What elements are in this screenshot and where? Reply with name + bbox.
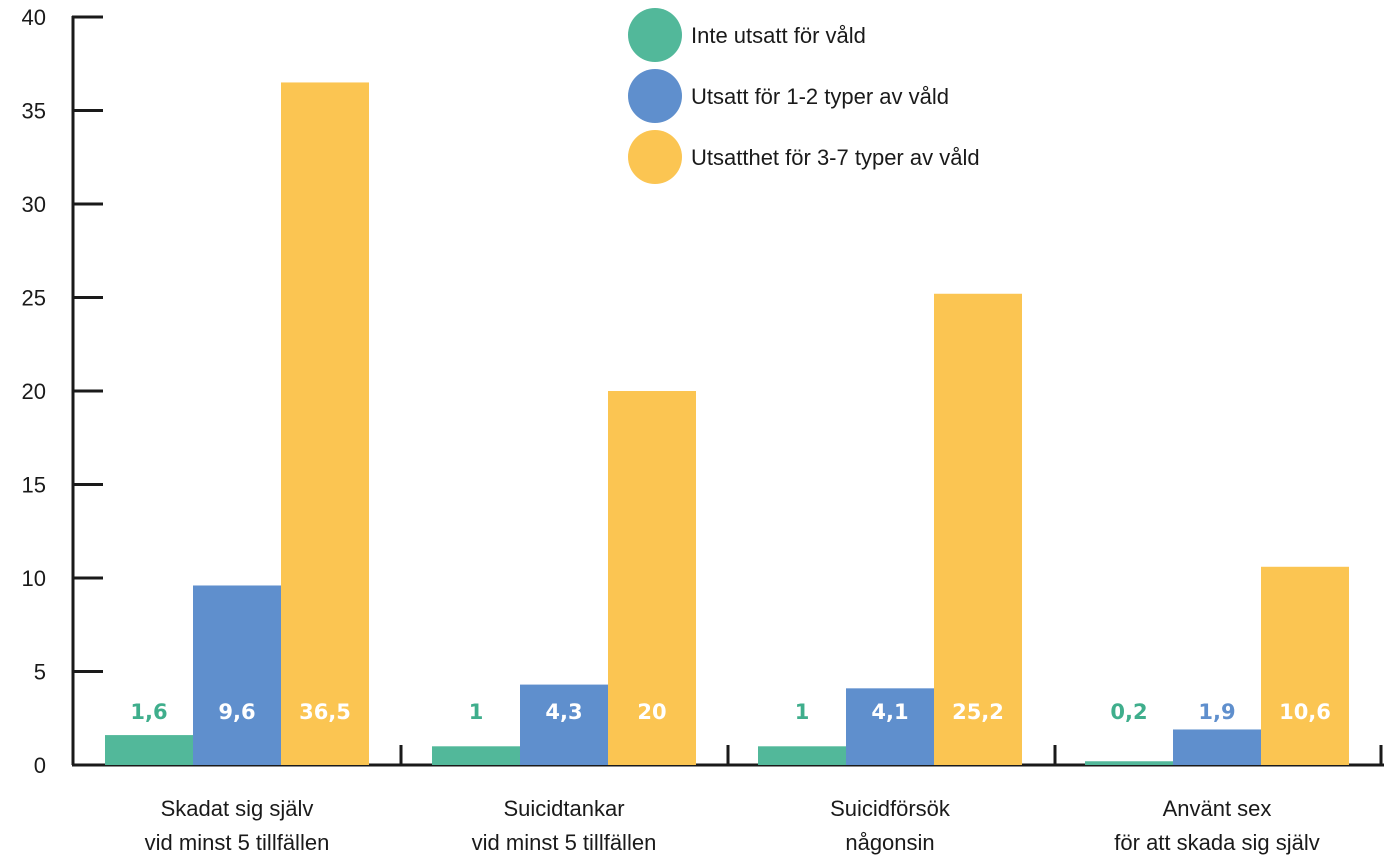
- y-tick-label-20: 20: [22, 379, 46, 404]
- bar-0-2: [281, 82, 369, 765]
- bar-1-1: [520, 684, 608, 765]
- category-labels: Skadat sig själv vid minst 5 tillfällen Su…: [145, 796, 1320, 855]
- bar-2-2: [934, 293, 1022, 765]
- value-label-3-1: 1,9: [1198, 700, 1235, 724]
- value-label-0-1: 9,6: [218, 700, 255, 724]
- bar-3-2: [1261, 566, 1349, 765]
- y-tick-label-25: 25: [22, 286, 46, 311]
- value-label-3-2: 10,6: [1279, 700, 1331, 724]
- bar-2-0: [758, 746, 846, 765]
- category-label-3-0: Använt sex: [1163, 796, 1272, 821]
- category-label-1-1: vid minst 5 tillfällen: [472, 830, 657, 855]
- bar-1-2: [608, 391, 696, 765]
- y-tick-label-30: 30: [22, 192, 46, 217]
- bar-2-1: [846, 688, 934, 765]
- value-label-0-0: 1,6: [130, 700, 167, 724]
- legend-swatch-0: [628, 8, 682, 62]
- value-labels: 1,6 9,6 36,5 1 4,3 20 1 4,1 25,2 0,2 1,9 10,6: [130, 700, 1331, 724]
- y-tick-label-0: 0: [34, 753, 46, 778]
- legend-label-2: Utsatthet för 3-7 typer av våld: [691, 145, 980, 170]
- y-tick-label-10: 10: [22, 566, 46, 591]
- category-label-0-0: Skadat sig själv: [161, 796, 314, 821]
- legend-label-0: Inte utsatt för våld: [691, 23, 866, 48]
- value-label-0-2: 36,5: [299, 700, 351, 724]
- bar-0-0: [105, 735, 193, 765]
- value-label-3-0: 0,2: [1110, 700, 1147, 724]
- legend-swatch-1: [628, 69, 682, 123]
- category-label-2-0: Suicidförsök: [830, 796, 951, 821]
- category-label-2-1: någonsin: [845, 830, 934, 855]
- y-tick-label-5: 5: [34, 660, 46, 685]
- bar-1-0: [432, 746, 520, 765]
- category-label-1-0: Suicidtankar: [503, 796, 624, 821]
- bars: [105, 82, 1349, 765]
- bar-3-1: [1173, 729, 1261, 765]
- category-label-0-1: vid minst 5 tillfällen: [145, 830, 330, 855]
- bar-3-0: [1085, 761, 1173, 765]
- y-tick-label-15: 15: [22, 473, 46, 498]
- axes: 0 5 10 15 20 25 30 35 40: [22, 5, 1384, 778]
- value-label-1-1: 4,3: [545, 700, 582, 724]
- value-label-2-2: 25,2: [952, 700, 1004, 724]
- value-label-1-0: 1: [469, 700, 484, 724]
- legend: Inte utsatt för våld Utsatt för 1-2 typer…: [628, 8, 980, 184]
- legend-swatch-2: [628, 130, 682, 184]
- y-tick-label-40: 40: [22, 5, 46, 30]
- value-label-2-1: 4,1: [871, 700, 908, 724]
- category-label-3-1: för att skada sig själv: [1114, 830, 1319, 855]
- value-label-1-2: 20: [637, 700, 666, 724]
- legend-label-1: Utsatt för 1-2 typer av våld: [691, 84, 949, 109]
- y-tick-label-35: 35: [22, 99, 46, 124]
- value-label-2-0: 1: [795, 700, 810, 724]
- bar-0-1: [193, 585, 281, 765]
